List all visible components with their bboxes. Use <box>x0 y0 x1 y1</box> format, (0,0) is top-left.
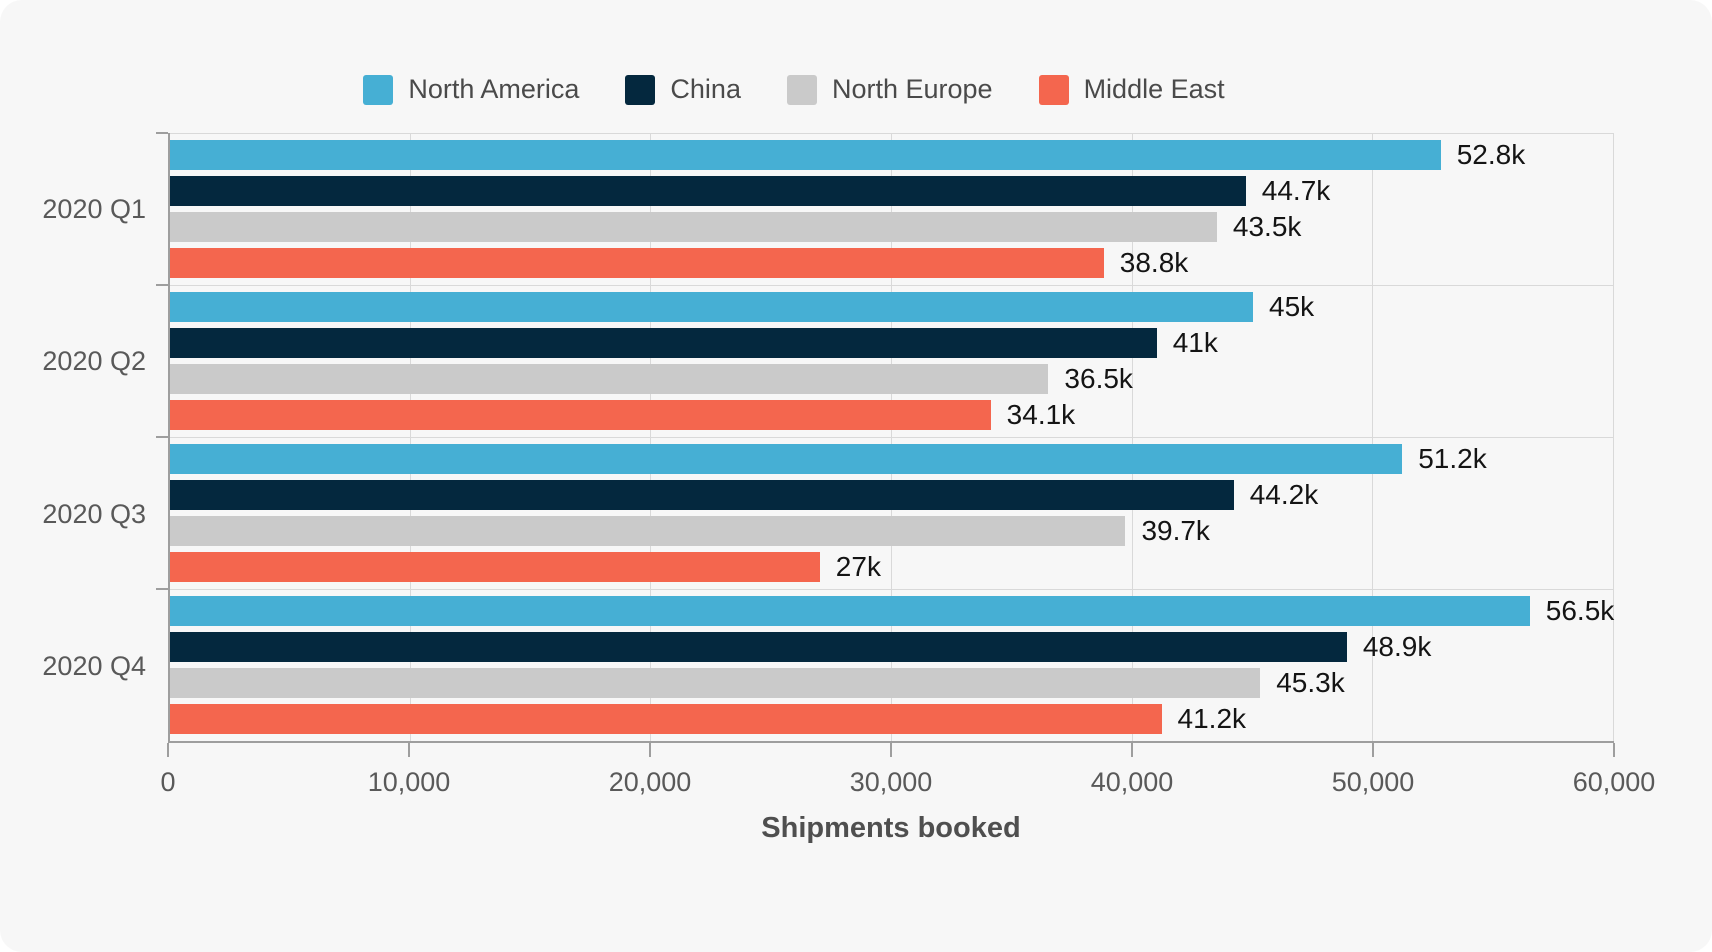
legend-swatch-icon <box>363 74 394 105</box>
x-tick-label: 40,000 <box>1090 767 1174 797</box>
bar-value-label: 34.1k <box>1006 399 1076 430</box>
middle-east-bar <box>170 248 1104 278</box>
bar-group-2020-q1: 52.8k 44.7k 43.5k 38.8k <box>170 133 1614 285</box>
x-axis-tick <box>1372 743 1374 757</box>
x-tick-label: 0 <box>160 767 176 797</box>
x-axis-title: Shipments booked <box>761 812 1021 844</box>
middle-east-bar <box>170 400 991 430</box>
category-label-2020-q4: 2020 Q4 <box>42 651 146 682</box>
legend-item-middle-east: Middle East <box>1038 74 1225 105</box>
category-label-2020-q1: 2020 Q1 <box>42 193 146 224</box>
bar-row: 38.8k <box>170 247 1614 278</box>
bar-row: 27k <box>170 551 1614 582</box>
legend-swatch-icon <box>786 74 817 105</box>
bar-value-label: 43.5k <box>1232 211 1302 242</box>
x-axis-tick <box>1613 743 1615 757</box>
legend-item-north-europe: North Europe <box>786 74 993 105</box>
bar-value-label: 41k <box>1172 327 1218 358</box>
north-europe-bar <box>170 668 1261 698</box>
bar-group-2020-q4: 56.5k 48.9k 45.3k 41.2k <box>170 589 1614 741</box>
x-axis-tick <box>407 743 410 757</box>
bar-value-label: 39.7k <box>1141 515 1210 546</box>
bar-value-label: 44.2k <box>1249 479 1319 510</box>
bar-value-label: 38.8k <box>1119 247 1189 278</box>
bar-value-label: 36.5k <box>1064 363 1133 394</box>
bar-value-label: 41.2k <box>1177 703 1247 734</box>
north-europe-bar <box>170 364 1049 394</box>
bar-row: 34.1k <box>170 399 1614 430</box>
bar-row: 45.3k <box>170 667 1614 698</box>
x-axis-tick <box>890 743 892 757</box>
legend-swatch-icon <box>625 74 656 105</box>
x-tick-label: 20,000 <box>608 767 692 797</box>
middle-east-bar <box>170 704 1162 734</box>
bar-groups: 52.8k 44.7k 43.5k 38.8k 45k 41k 36.5k 34.1k 51.2… <box>170 133 1614 741</box>
horizontal-gridline <box>170 589 1614 590</box>
legend-label: China <box>670 74 741 104</box>
legend-label: North Europe <box>831 74 993 104</box>
north-america-bar <box>170 596 1530 626</box>
plot-area: 52.8k 44.7k 43.5k 38.8k 45k 41k 36.5k 34.1k 51.2… <box>156 132 1614 743</box>
bar-row: 45k <box>170 291 1614 322</box>
category-label-2020-q3: 2020 Q3 <box>42 498 146 529</box>
x-tick-label: 10,000 <box>367 767 451 797</box>
horizontal-gridline <box>170 285 1614 286</box>
y-axis-tick <box>156 132 168 134</box>
x-axis-tick <box>1130 743 1133 757</box>
bar-value-label: 56.5k <box>1545 595 1615 626</box>
y-axis-labels: 2020 Q1 2020 Q2 2020 Q3 2020 Q4 <box>0 133 146 743</box>
china-bar <box>170 176 1246 206</box>
y-axis-tick <box>156 436 168 438</box>
bar-group-2020-q3: 51.2k 44.2k 39.7k 27k <box>170 437 1614 589</box>
bar-row: 48.9k <box>170 631 1614 662</box>
x-tick-label: 30,000 <box>849 767 933 797</box>
x-axis: 0 10,000 20,000 30,000 40,000 50,000 60,000 <box>160 743 1655 813</box>
x-tick-label: 60,000 <box>1572 767 1656 797</box>
bar-row: 44.7k <box>170 175 1614 206</box>
bar-value-label: 44.7k <box>1261 175 1331 206</box>
bar-row: 39.7k <box>170 515 1614 546</box>
bar-row: 41.2k <box>170 703 1614 734</box>
legend-label: North America <box>408 74 580 104</box>
legend-item-north-america: North America <box>363 74 579 105</box>
bar-row: 43.5k <box>170 211 1614 242</box>
north-europe-bar <box>170 516 1126 546</box>
north-america-bar <box>170 444 1403 474</box>
bar-row: 56.5k <box>170 595 1615 626</box>
bar-value-label: 27k <box>835 551 881 582</box>
bar-row: 44.2k <box>170 479 1614 510</box>
legend-label: Middle East <box>1083 74 1225 104</box>
bar-row: 41k <box>170 327 1614 358</box>
y-axis-tick <box>156 284 168 286</box>
legend-item-china: China <box>625 74 741 105</box>
bar-group-2020-q2: 45k 41k 36.5k 34.1k <box>170 285 1614 437</box>
north-europe-bar <box>170 212 1217 242</box>
china-bar <box>170 632 1347 662</box>
x-axis-tick <box>167 743 169 757</box>
x-tick-label: 50,000 <box>1331 767 1415 797</box>
bar-value-label: 45k <box>1269 291 1315 322</box>
horizontal-gridline <box>170 133 1614 134</box>
bar-row: 36.5k <box>170 363 1614 394</box>
bar-value-label: 48.9k <box>1362 631 1432 662</box>
bar-row: 52.8k <box>170 139 1614 170</box>
china-bar <box>170 480 1234 510</box>
north-america-bar <box>170 292 1253 322</box>
legend: North America China North Europe Middle Eas… <box>0 74 1650 105</box>
horizontal-gridline <box>170 437 1614 438</box>
category-label-2020-q2: 2020 Q2 <box>42 346 146 377</box>
legend-swatch-icon <box>1038 74 1069 105</box>
x-axis-tick <box>648 743 651 757</box>
middle-east-bar <box>170 552 820 582</box>
bar-value-label: 45.3k <box>1276 667 1345 698</box>
y-axis-tick <box>156 588 168 590</box>
bar-value-label: 52.8k <box>1456 139 1526 170</box>
bar-row: 51.2k <box>170 443 1614 474</box>
bar-value-label: 51.2k <box>1418 443 1487 474</box>
china-bar <box>170 328 1157 358</box>
north-america-bar <box>170 140 1441 170</box>
